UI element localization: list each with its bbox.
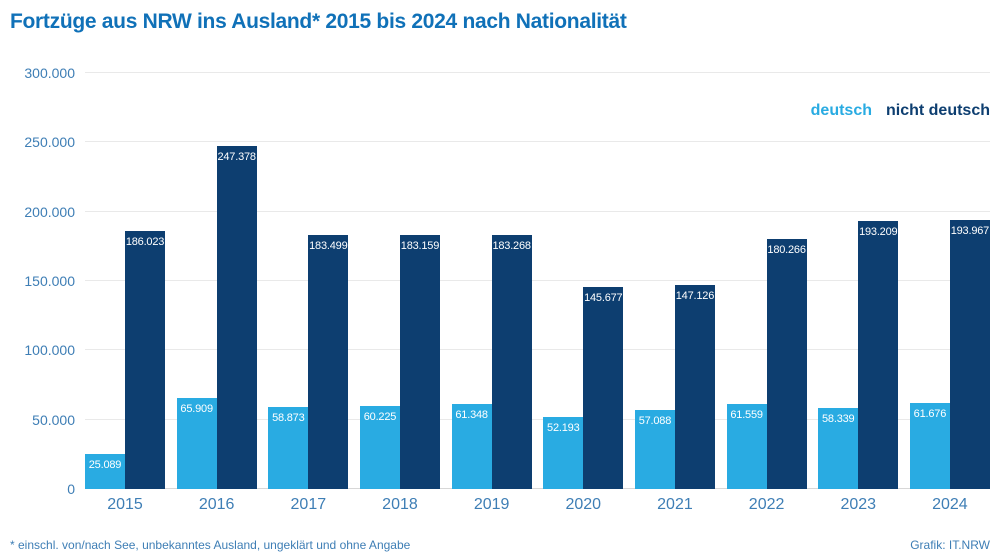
y-axis: 0 50.000 100.000 150.000 200.000 250.000 300.0… bbox=[0, 66, 75, 496]
bar-deutsch-2016: 65.909 bbox=[176, 397, 217, 489]
x-tick-label-2021: 2021 bbox=[657, 496, 693, 513]
bar-group-2023: 58.339 193.209 bbox=[818, 73, 899, 489]
x-tick-label-2022: 2022 bbox=[748, 496, 785, 513]
bar-deutsch-2018: 60.225 bbox=[359, 405, 400, 489]
bar-value-label: 60.225 bbox=[363, 410, 397, 423]
bar-value-label: 145.677 bbox=[584, 292, 623, 304]
x-tick-label-2017: 2017 bbox=[290, 496, 327, 513]
plot-area: 25.089 186.023 65.909 247.378 58.873 183.499 6… bbox=[85, 72, 990, 489]
gridline bbox=[85, 488, 990, 489]
bar-nicht-deutsch-2023: 193.209 bbox=[858, 221, 899, 489]
y-tick-label: 50.000 bbox=[32, 411, 75, 428]
bar-nicht-deutsch-2016: 247.378 bbox=[216, 145, 257, 489]
bar-group-2018: 60.225 183.159 bbox=[359, 73, 440, 489]
bar-group-2015: 25.089 186.023 bbox=[85, 73, 165, 489]
bar-nicht-deutsch-2019: 183.268 bbox=[491, 234, 532, 489]
legend: deutsch nicht deutsch bbox=[811, 102, 990, 120]
bar-group-2021: 57.088 147.126 bbox=[634, 73, 715, 489]
bar-value-label: 52.193 bbox=[547, 421, 580, 434]
gridline bbox=[85, 349, 990, 351]
bar-group-2024: 61.676 193.967 bbox=[909, 73, 990, 489]
bar-deutsch-2022: 61.559 bbox=[726, 403, 767, 489]
footnote: * einschl. von/nach See, unbekanntes Aus… bbox=[10, 538, 411, 552]
bar-deutsch-2024: 61.676 bbox=[909, 403, 950, 489]
bar-value-label: 193.967 bbox=[950, 225, 990, 238]
bar-nicht-deutsch-2018: 183.159 bbox=[399, 235, 440, 489]
legend-item-deutsch: deutsch bbox=[810, 102, 872, 119]
bar-value-label: 65.909 bbox=[180, 402, 213, 415]
bar-value-label: 186.023 bbox=[125, 236, 165, 249]
x-axis: 2015 2016 2017 2018 2019 2020 2021 2022 2023 2024 bbox=[85, 496, 990, 514]
x-tick-label-2016: 2016 bbox=[198, 496, 235, 513]
bar-value-label: 193.209 bbox=[859, 226, 898, 239]
credit: Grafik: IT.NRW bbox=[910, 538, 990, 552]
bar-deutsch-2019: 61.348 bbox=[451, 403, 492, 489]
gridline bbox=[85, 72, 990, 73]
bar-value-label: 58.873 bbox=[272, 412, 305, 425]
bar-nicht-deutsch-2024: 193.967 bbox=[949, 220, 990, 489]
bar-deutsch-2015: 25.089 bbox=[85, 454, 125, 489]
gridline bbox=[85, 280, 990, 281]
bar-group-2022: 61.559 180.266 bbox=[726, 73, 807, 489]
bar-nicht-deutsch-2021: 147.126 bbox=[674, 285, 715, 489]
x-tick-label-2024: 2024 bbox=[932, 496, 968, 513]
bar-nicht-deutsch-2015: 186.023 bbox=[125, 231, 165, 489]
page-title: Fortzüge aus NRW ins Ausland* 2015 bis 2… bbox=[10, 10, 627, 33]
bar-value-label: 183.268 bbox=[492, 239, 531, 252]
gridline bbox=[85, 141, 990, 143]
x-tick-label-2018: 2018 bbox=[382, 496, 418, 513]
y-tick-label: 300.000 bbox=[24, 65, 75, 81]
bar-deutsch-2020: 52.193 bbox=[543, 416, 584, 489]
bar-value-label: 61.676 bbox=[913, 408, 947, 421]
bar-group-2017: 58.873 183.499 bbox=[268, 73, 349, 489]
bar-value-label: 57.088 bbox=[638, 414, 672, 427]
bar-value-label: 247.378 bbox=[217, 150, 256, 163]
x-tick-label-2015: 2015 bbox=[107, 496, 143, 513]
legend-item-nicht-deutsch: nicht deutsch bbox=[885, 102, 990, 119]
x-tick-label-2019: 2019 bbox=[473, 496, 510, 513]
x-tick-label-2020: 2020 bbox=[565, 496, 602, 513]
bar-value-label: 147.126 bbox=[675, 290, 715, 302]
y-tick-label: 150.000 bbox=[24, 273, 75, 289]
bar-deutsch-2023: 58.339 bbox=[818, 408, 859, 489]
bar-value-label: 61.559 bbox=[730, 408, 763, 421]
x-tick-label-2023: 2023 bbox=[840, 496, 877, 513]
y-tick-label: 200.000 bbox=[24, 203, 75, 220]
bar-deutsch-2017: 58.873 bbox=[268, 407, 309, 489]
bar-deutsch-2021: 57.088 bbox=[634, 409, 675, 489]
bar-value-label: 25.089 bbox=[88, 459, 122, 472]
bar-nicht-deutsch-2022: 180.266 bbox=[766, 239, 807, 489]
bar-nicht-deutsch-2020: 145.677 bbox=[583, 287, 624, 489]
y-tick-label: 0 bbox=[67, 481, 75, 497]
bar-group-2019: 61.348 183.268 bbox=[451, 73, 532, 489]
bar-value-label: 58.339 bbox=[822, 413, 855, 426]
gridline bbox=[85, 210, 990, 212]
bar-nicht-deutsch-2017: 183.499 bbox=[308, 234, 349, 489]
bar-value-label: 180.266 bbox=[767, 244, 806, 257]
bar-group-2016: 65.909 247.378 bbox=[176, 73, 257, 489]
gridline bbox=[85, 418, 990, 420]
bar-group-2020: 52.193 145.677 bbox=[543, 73, 624, 489]
bar-value-label: 61.348 bbox=[455, 408, 488, 421]
bar-series: 25.089 186.023 65.909 247.378 58.873 183.499 6… bbox=[85, 73, 990, 489]
y-tick-label: 250.000 bbox=[24, 134, 75, 151]
bar-value-label: 183.499 bbox=[309, 239, 348, 252]
bar-value-label: 183.159 bbox=[400, 240, 440, 253]
y-tick-label: 100.000 bbox=[24, 342, 75, 359]
